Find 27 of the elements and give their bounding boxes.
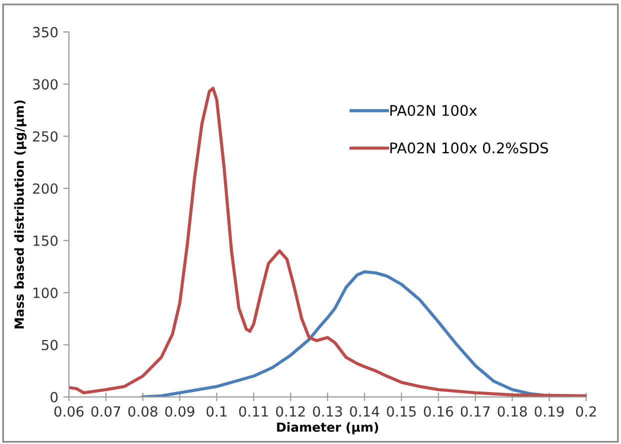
x-tick-label: 0.15 [386,406,416,417]
y-axis-title: Mass based distribution (µg/µm) [14,100,26,328]
x-tick-label: 0.09 [165,406,194,417]
y-tick-label: 350 [33,26,58,38]
x-tick-label: 0.14 [350,406,380,417]
x-tick-label: 0.18 [498,406,527,417]
x-tick-label: 0.1 [206,406,226,417]
y-tick-label: 100 [34,288,58,298]
y-tick-label: 150 [34,235,58,246]
x-tick-label: 0.07 [91,406,120,417]
y-tick-label: 250 [33,131,58,142]
x-tick-label: 0.06 [54,406,84,417]
x-tick-label: 0.16 [424,406,454,417]
legend-label: PA02N 100x [390,104,477,116]
x-tick-label: 0.13 [313,406,342,417]
y-tick-label: 200 [33,183,58,194]
x-tick-label: 0.17 [460,406,490,417]
y-tick-label: 50 [42,340,58,350]
x-tick-label: 0.2 [576,406,596,417]
x-tick-label: 0.12 [276,406,305,417]
x-axis-title: Diameter (µm) [277,422,378,434]
x-tick-label: 0.08 [128,406,158,417]
legend-label: PA02N 100x 0.2%SDS [390,142,548,154]
y-tick-label: 0 [50,392,58,402]
x-tick-label: 0.19 [534,406,564,417]
x-tick-label: 0.11 [239,406,268,417]
y-tick-label: 300 [33,79,58,90]
